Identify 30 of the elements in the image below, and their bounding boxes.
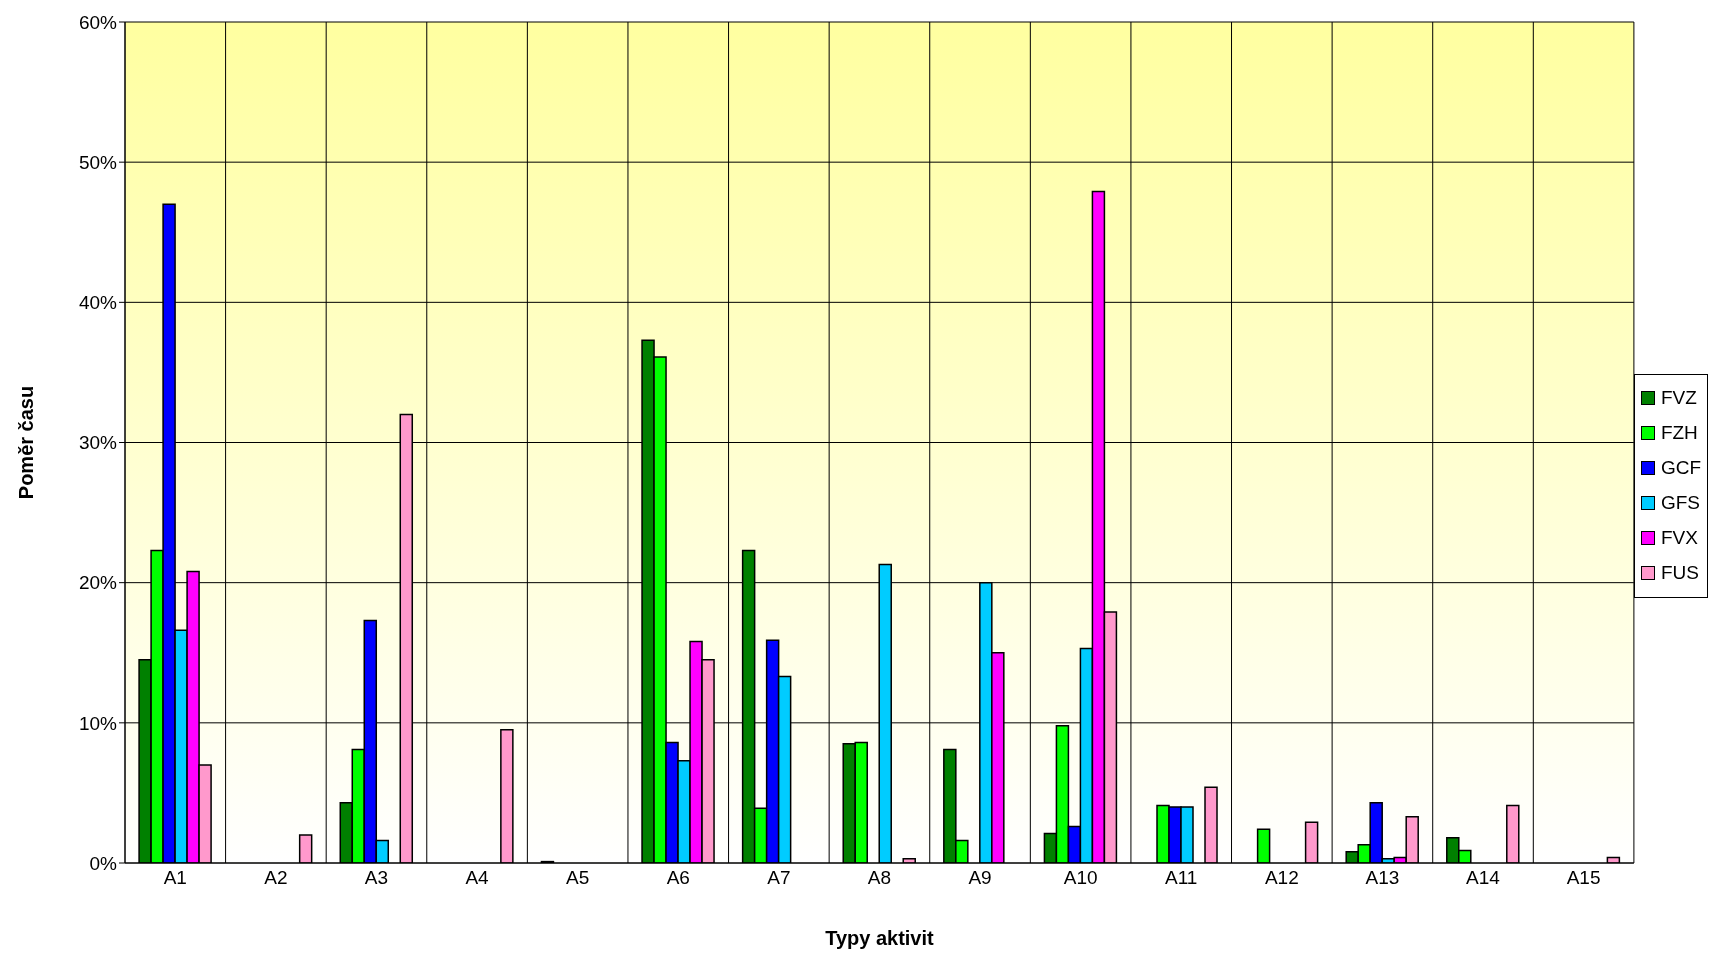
x-tick-label: A2: [264, 867, 288, 889]
x-tick-label: A13: [1365, 867, 1400, 889]
x-tick-label: A4: [465, 867, 490, 889]
y-axis-title: Poměr času: [15, 385, 38, 500]
x-tick-label: A14: [1466, 867, 1501, 889]
x-tick-label: A7: [767, 867, 791, 889]
x-tick-label: A3: [364, 867, 389, 889]
x-tick-label: A10: [1063, 867, 1098, 889]
x-tick-label: A5: [566, 867, 590, 889]
y-tick-label: 30%: [78, 432, 118, 454]
x-tick-label: A15: [1566, 867, 1601, 889]
x-tick-label: A6: [666, 867, 690, 889]
y-tick-label: 50%: [78, 151, 118, 173]
x-tick-label: A9: [968, 867, 992, 889]
y-tick-label: 40%: [78, 292, 118, 314]
legend-label: FUS: [1660, 562, 1699, 584]
legend-label: FZH: [1660, 422, 1698, 444]
y-tick-label: 20%: [78, 572, 118, 594]
x-tick-label: A8: [867, 867, 892, 889]
y-tick-label: 60%: [78, 11, 118, 33]
legend-label: FVZ: [1660, 387, 1697, 409]
x-tick-label: A12: [1264, 867, 1299, 889]
legend-label: GFS: [1660, 492, 1700, 514]
y-tick-label: 0%: [89, 852, 118, 874]
y-tick-label: 10%: [78, 712, 118, 734]
legend-label: GCF: [1660, 457, 1701, 479]
x-tick-label: A11: [1165, 867, 1198, 889]
legend-label: FVX: [1660, 527, 1698, 549]
x-tick-label: A1: [163, 867, 187, 889]
x-axis-title: Typy aktivit: [825, 927, 935, 949]
